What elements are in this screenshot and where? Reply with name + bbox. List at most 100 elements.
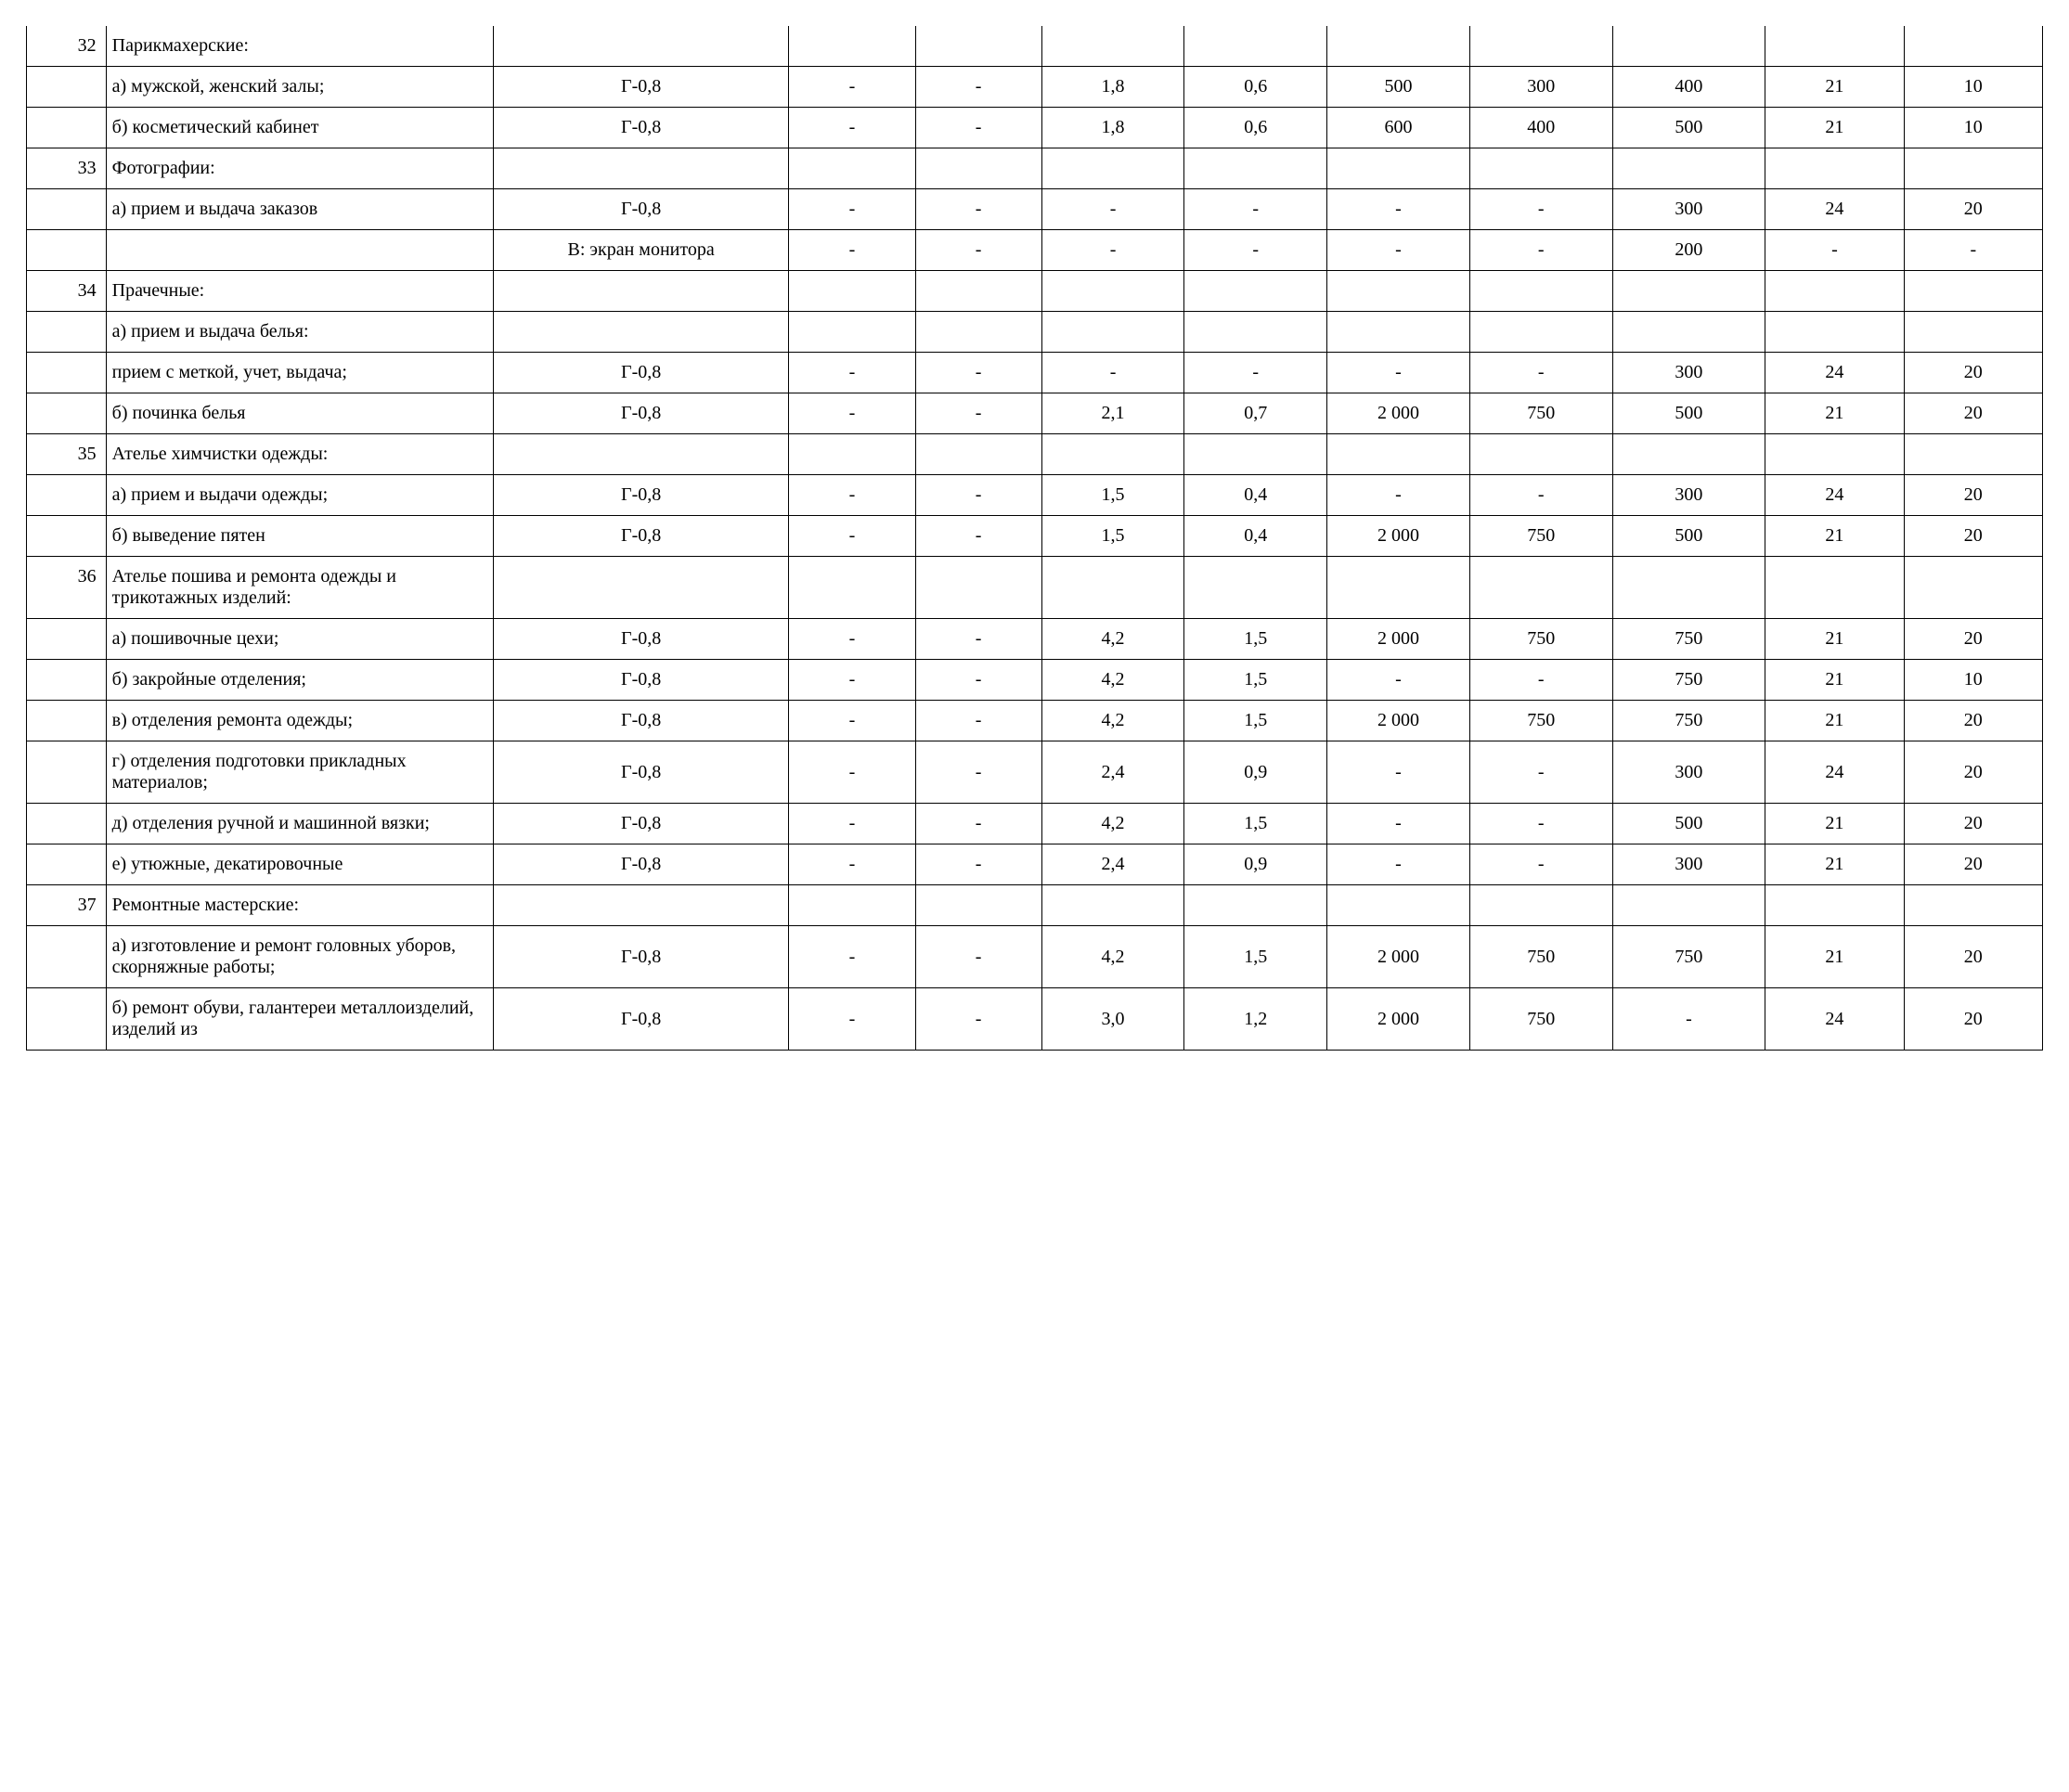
table-cell: 2,4: [1041, 844, 1184, 885]
table-cell: -: [915, 67, 1041, 108]
table-cell: [1469, 26, 1612, 67]
table-cell: [27, 353, 107, 393]
table-cell: [789, 312, 915, 353]
table-cell: [27, 804, 107, 844]
table-cell: г) отделения подготовки прикладных матер…: [106, 741, 493, 804]
table-cell: -: [1612, 988, 1765, 1051]
table-cell: [1184, 557, 1327, 619]
table-cell: 2,4: [1041, 741, 1184, 804]
table-cell: Г-0,8: [493, 516, 788, 557]
table-cell: -: [915, 353, 1041, 393]
table-cell: -: [1469, 804, 1612, 844]
table-cell: -: [789, 516, 915, 557]
table-row: д) отделения ручной и машинной вязки;Г-0…: [27, 804, 2043, 844]
table-cell: 400: [1469, 108, 1612, 148]
table-cell: -: [915, 988, 1041, 1051]
table-cell: -: [915, 516, 1041, 557]
table-cell: 20: [1904, 926, 2042, 988]
table-cell: д) отделения ручной и машинной вязки;: [106, 804, 493, 844]
table-cell: 400: [1612, 67, 1765, 108]
table-row: е) утюжные, декатировочныеГ-0,8--2,40,9-…: [27, 844, 2043, 885]
table-cell: [1469, 271, 1612, 312]
table-row: г) отделения подготовки прикладных матер…: [27, 741, 2043, 804]
table-cell: [1469, 312, 1612, 353]
table-cell: [1612, 26, 1765, 67]
table-cell: 0,4: [1184, 475, 1327, 516]
table-cell: 1,5: [1041, 516, 1184, 557]
table-cell: -: [1327, 804, 1470, 844]
table-row: а) прием и выдача белья:: [27, 312, 2043, 353]
table-cell: [1184, 148, 1327, 189]
table-cell: -: [789, 108, 915, 148]
table-cell: -: [915, 230, 1041, 271]
table-cell: 4,2: [1041, 619, 1184, 660]
table-cell: а) пошивочные цехи;: [106, 619, 493, 660]
table-cell: [1184, 885, 1327, 926]
table-row: 34Прачечные:: [27, 271, 2043, 312]
table-cell: 1,2: [1184, 988, 1327, 1051]
table-cell: 0,6: [1184, 67, 1327, 108]
table-cell: [27, 230, 107, 271]
table-cell: 4,2: [1041, 660, 1184, 701]
table-cell: [1327, 885, 1470, 926]
table-cell: -: [1469, 475, 1612, 516]
table-cell: 34: [27, 271, 107, 312]
table-cell: -: [1469, 844, 1612, 885]
table-cell: -: [789, 926, 915, 988]
table-cell: Парикмахерские:: [106, 26, 493, 67]
table-cell: [789, 271, 915, 312]
table-cell: -: [789, 353, 915, 393]
table-cell: [27, 393, 107, 434]
table-cell: -: [1327, 230, 1470, 271]
table-cell: [1612, 271, 1765, 312]
table-row: а) прием и выдачи одежды;Г-0,8--1,50,4--…: [27, 475, 2043, 516]
table-row: б) закройные отделения;Г-0,8--4,21,5--75…: [27, 660, 2043, 701]
table-cell: в) отделения ремонта одежды;: [106, 701, 493, 741]
table-cell: Г-0,8: [493, 393, 788, 434]
table-cell: а) прием и выдача заказов: [106, 189, 493, 230]
table-cell: -: [1469, 353, 1612, 393]
table-cell: [1765, 312, 1904, 353]
table-cell: [915, 26, 1041, 67]
table-cell: 750: [1469, 393, 1612, 434]
table-cell: [1327, 557, 1470, 619]
table-cell: -: [1469, 660, 1612, 701]
table-cell: [1041, 885, 1184, 926]
table-cell: [1327, 148, 1470, 189]
table-cell: 10: [1904, 108, 2042, 148]
table-cell: Прачечные:: [106, 271, 493, 312]
table-cell: Г-0,8: [493, 660, 788, 701]
table-cell: [1184, 26, 1327, 67]
table-cell: -: [789, 67, 915, 108]
table-cell: Г-0,8: [493, 988, 788, 1051]
table-cell: -: [1327, 475, 1470, 516]
table-cell: 2 000: [1327, 926, 1470, 988]
table-cell: а) прием и выдача белья:: [106, 312, 493, 353]
table-cell: [27, 67, 107, 108]
table-cell: 750: [1612, 619, 1765, 660]
table-cell: [1327, 434, 1470, 475]
table-cell: 21: [1765, 804, 1904, 844]
table-cell: -: [789, 393, 915, 434]
table-cell: [27, 701, 107, 741]
table-cell: [27, 741, 107, 804]
table-cell: 20: [1904, 189, 2042, 230]
table-cell: 35: [27, 434, 107, 475]
table-cell: 1,5: [1184, 619, 1327, 660]
table-cell: -: [789, 230, 915, 271]
table-cell: [493, 885, 788, 926]
table-row: 37Ремонтные мастерские:: [27, 885, 2043, 926]
data-table: 32Парикмахерские:а) мужской, женский зал…: [26, 26, 2043, 1051]
table-cell: 21: [1765, 844, 1904, 885]
table-cell: Г-0,8: [493, 475, 788, 516]
table-cell: [1041, 312, 1184, 353]
table-cell: -: [789, 619, 915, 660]
table-cell: [493, 312, 788, 353]
table-cell: 4,2: [1041, 926, 1184, 988]
table-cell: -: [915, 393, 1041, 434]
table-cell: 10: [1904, 67, 2042, 108]
table-cell: [1904, 557, 2042, 619]
table-cell: Ремонтные мастерские:: [106, 885, 493, 926]
table-cell: 1,8: [1041, 67, 1184, 108]
table-cell: [1041, 271, 1184, 312]
